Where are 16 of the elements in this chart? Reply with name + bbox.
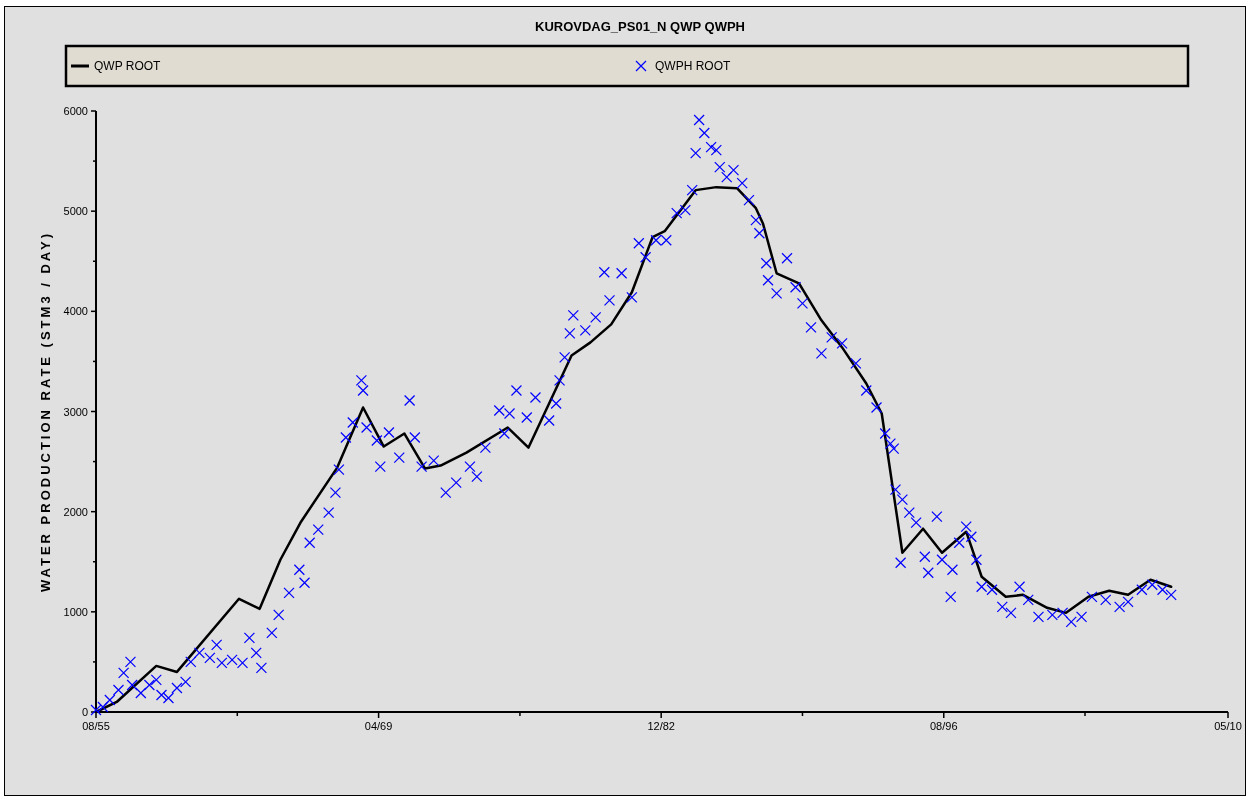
y-tick-label: 1000 xyxy=(63,605,88,618)
x-tick-label: 08/55 xyxy=(82,720,110,732)
x-tick-label: 04/69 xyxy=(364,720,393,732)
x-tick-label: 05/10 xyxy=(1214,720,1242,732)
legend-label: QWPH ROOT xyxy=(655,59,731,73)
y-axis-title: WATER PRODUCTION RATE (STM3 / DAY) xyxy=(38,230,53,593)
y-tick-label: 3000 xyxy=(63,405,88,418)
y-tick-label: 2000 xyxy=(63,505,88,518)
y-tick-label: 4000 xyxy=(63,305,88,318)
x-tick-label: 12/82 xyxy=(647,720,675,732)
x-tick-label: 08/96 xyxy=(930,720,958,732)
y-tick-label: 5000 xyxy=(63,205,88,218)
y-tick-label: 6000 xyxy=(63,105,88,117)
legend-label: QWP ROOT xyxy=(94,59,162,73)
y-tick-label: 0 xyxy=(81,706,88,718)
chart-title: KUROVDAG_PS01_N QWP QWPH xyxy=(535,19,745,34)
